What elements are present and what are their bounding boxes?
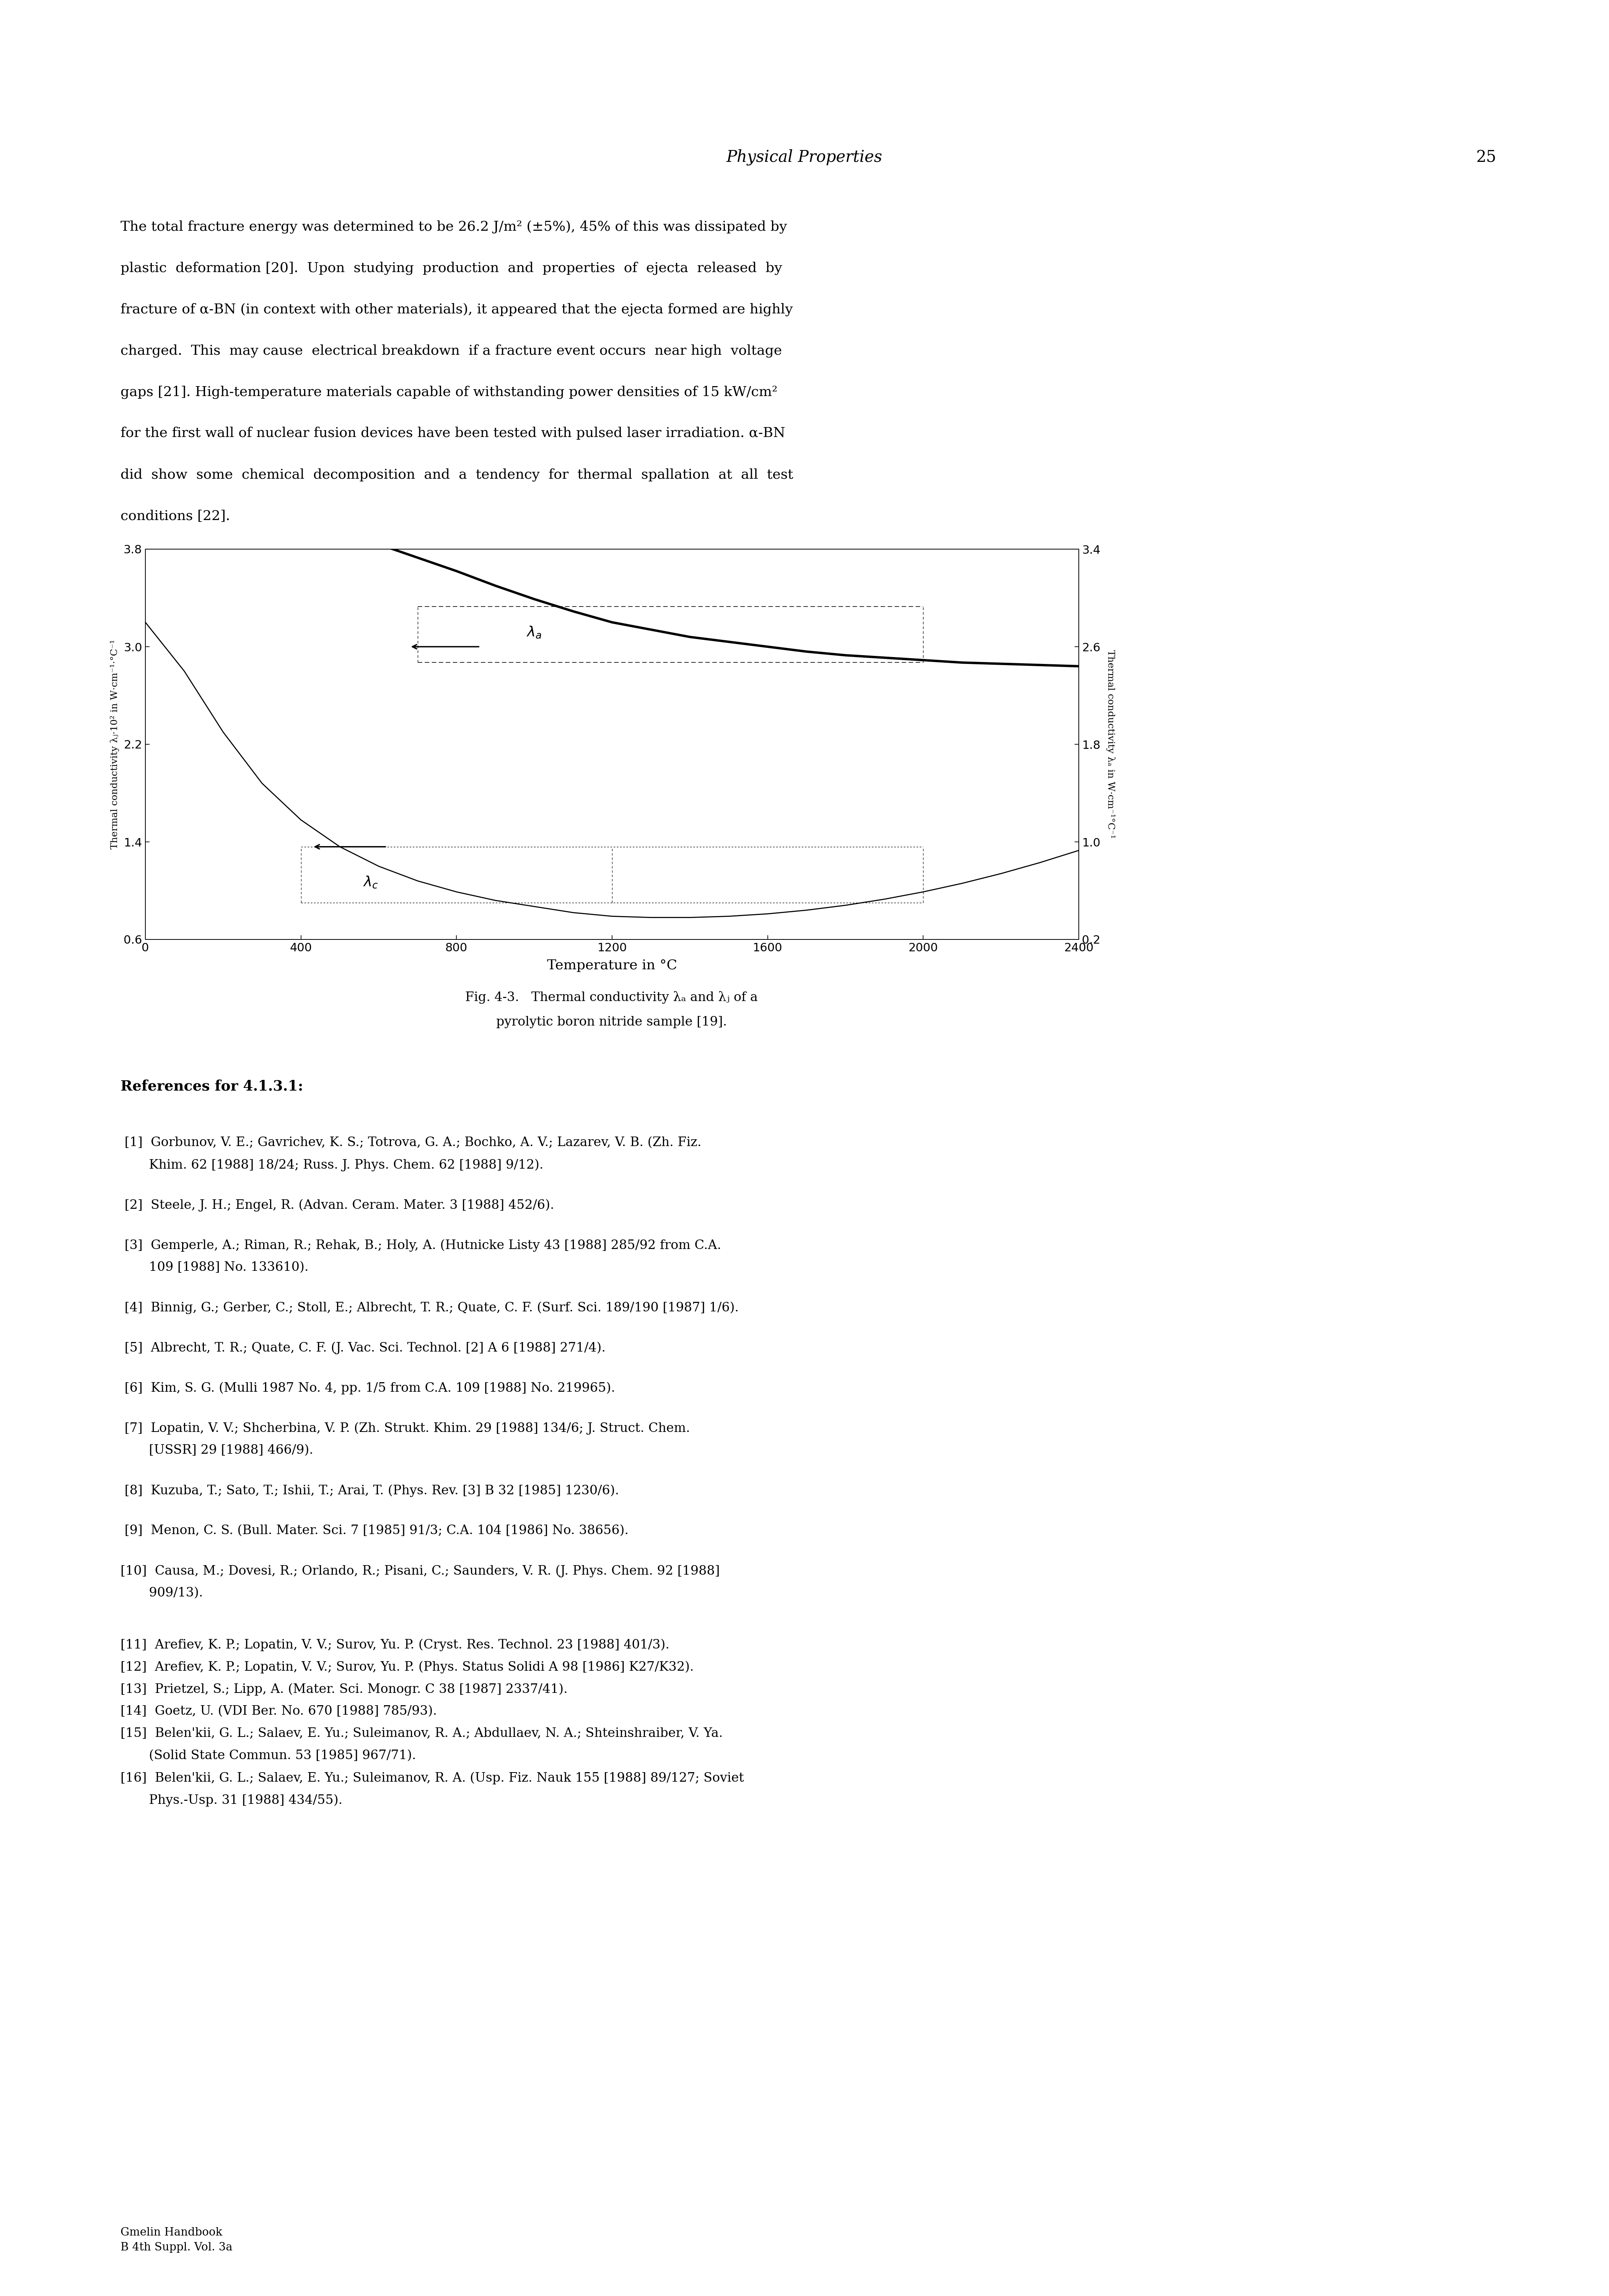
Text: did  show  some  chemical  decomposition  and  a  tendency  for  thermal  spalla: did show some chemical decomposition and… — [121, 468, 793, 482]
Text: pyrolytic boron nitride sample [19].: pyrolytic boron nitride sample [19]. — [496, 1015, 727, 1029]
Text: Khim. 62 [1988] 18/24; Russ. J. Phys. Chem. 62 [1988] 9/12).: Khim. 62 [1988] 18/24; Russ. J. Phys. Ch… — [121, 1159, 544, 1171]
Text: plastic  deformation [20].  Upon  studying  production  and  properties  of  eje: plastic deformation [20]. Upon studying … — [121, 262, 782, 276]
Text: (Solid State Commun. 53 [1985] 967/71).: (Solid State Commun. 53 [1985] 967/71). — [121, 1750, 417, 1761]
Text: [11]  Arefiev, K. P.; Lopatin, V. V.; Surov, Yu. P. (Cryst. Res. Technol. 23 [19: [11] Arefiev, K. P.; Lopatin, V. V.; Sur… — [121, 1639, 669, 1651]
Text: 25: 25 — [1475, 149, 1496, 165]
Text: Physical Properties: Physical Properties — [726, 149, 883, 165]
Text: charged.  This  may cause  electrical breakdown  if a fracture event occurs  nea: charged. This may cause electrical break… — [121, 344, 782, 358]
Text: [14]  Goetz, U. (VDI Ber. No. 670 [1988] 785/93).: [14] Goetz, U. (VDI Ber. No. 670 [1988] … — [121, 1706, 438, 1717]
X-axis label: Temperature in °C: Temperature in °C — [547, 960, 677, 971]
Text: [USSR] 29 [1988] 466/9).: [USSR] 29 [1988] 466/9). — [121, 1444, 314, 1456]
Text: Gmelin Handbook
B 4th Suppl. Vol. 3a: Gmelin Handbook B 4th Suppl. Vol. 3a — [121, 2227, 233, 2252]
Text: gaps [21]. High-temperature materials capable of withstanding power densities of: gaps [21]. High-temperature materials ca… — [121, 386, 777, 400]
Text: conditions [22].: conditions [22]. — [121, 510, 230, 523]
Text: [6]  Kim, S. G. (Mulli 1987 No. 4, pp. 1/5 from C.A. 109 [1988] No. 219965).: [6] Kim, S. G. (Mulli 1987 No. 4, pp. 1/… — [121, 1382, 615, 1394]
Text: [13]  Prietzel, S.; Lipp, A. (Mater. Sci. Monogr. C 38 [1987] 2337/41).: [13] Prietzel, S.; Lipp, A. (Mater. Sci.… — [121, 1683, 568, 1694]
Text: 909/13).: 909/13). — [121, 1587, 203, 1600]
Text: Phys.-Usp. 31 [1988] 434/55).: Phys.-Usp. 31 [1988] 434/55). — [121, 1793, 343, 1807]
Y-axis label: Thermal conductivity λⱼ·10² in W·cm⁻¹·°C⁻¹: Thermal conductivity λⱼ·10² in W·cm⁻¹·°C… — [109, 641, 119, 850]
Text: fracture of α-BN (in context with other materials), it appeared that the ejecta : fracture of α-BN (in context with other … — [121, 303, 793, 317]
Text: [3]  Gemperle, A.; Riman, R.; Rehak, B.; Holy, A. (Hutnicke Listy 43 [1988] 285/: [3] Gemperle, A.; Riman, R.; Rehak, B.; … — [121, 1240, 721, 1251]
Text: [15]  Belen'kii, G. L.; Salaev, E. Yu.; Suleimanov, R. A.; Abdullaev, N. A.; Sht: [15] Belen'kii, G. L.; Salaev, E. Yu.; S… — [121, 1727, 722, 1740]
Text: [12]  Arefiev, K. P.; Lopatin, V. V.; Surov, Yu. P. (Phys. Status Solidi A 98 [1: [12] Arefiev, K. P.; Lopatin, V. V.; Sur… — [121, 1660, 693, 1674]
Text: [16]  Belen'kii, G. L.; Salaev, E. Yu.; Suleimanov, R. A. (Usp. Fiz. Nauk 155 [1: [16] Belen'kii, G. L.; Salaev, E. Yu.; S… — [121, 1773, 745, 1784]
Y-axis label: Thermal conductivity λₐ in W·cm⁻¹°C⁻¹: Thermal conductivity λₐ in W·cm⁻¹°C⁻¹ — [1105, 650, 1115, 838]
Text: References for 4.1.3.1:: References for 4.1.3.1: — [121, 1079, 304, 1093]
Text: The total fracture energy was determined to be 26.2 J/m² (±5%), 45% of this was : The total fracture energy was determined… — [121, 220, 787, 234]
Text: for the first wall of nuclear fusion devices have been tested with pulsed laser : for the first wall of nuclear fusion dev… — [121, 427, 785, 441]
Text: 109 [1988] No. 133610).: 109 [1988] No. 133610). — [121, 1261, 309, 1274]
Text: [2]  Steele, J. H.; Engel, R. (Advan. Ceram. Mater. 3 [1988] 452/6).: [2] Steele, J. H.; Engel, R. (Advan. Cer… — [121, 1199, 555, 1212]
Text: [7]  Lopatin, V. V.; Shcherbina, V. P. (Zh. Strukt. Khim. 29 [1988] 134/6; J. St: [7] Lopatin, V. V.; Shcherbina, V. P. (Z… — [121, 1421, 690, 1435]
Text: [5]  Albrecht, T. R.; Quate, C. F. (J. Vac. Sci. Technol. [2] A 6 [1988] 271/4).: [5] Albrecht, T. R.; Quate, C. F. (J. Va… — [121, 1341, 605, 1355]
Text: [1]  Gorbunov, V. E.; Gavrichev, K. S.; Totrova, G. A.; Bochko, A. V.; Lazarev, : [1] Gorbunov, V. E.; Gavrichev, K. S.; T… — [121, 1137, 702, 1148]
Text: [10]  Causa, M.; Dovesi, R.; Orlando, R.; Pisani, C.; Saunders, V. R. (J. Phys. : [10] Causa, M.; Dovesi, R.; Orlando, R.;… — [121, 1566, 719, 1577]
Text: [9]  Menon, C. S. (Bull. Mater. Sci. 7 [1985] 91/3; C.A. 104 [1986] No. 38656).: [9] Menon, C. S. (Bull. Mater. Sci. 7 [1… — [121, 1525, 629, 1536]
Text: [4]  Binnig, G.; Gerber, C.; Stoll, E.; Albrecht, T. R.; Quate, C. F. (Surf. Sci: [4] Binnig, G.; Gerber, C.; Stoll, E.; A… — [121, 1302, 739, 1313]
Text: Fig. 4-3.   Thermal conductivity λₐ and λⱼ of a: Fig. 4-3. Thermal conductivity λₐ and λⱼ… — [465, 992, 758, 1003]
Text: $\lambda_c$: $\lambda_c$ — [364, 875, 378, 889]
Text: $\lambda_a$: $\lambda_a$ — [526, 625, 542, 638]
Text: [8]  Kuzuba, T.; Sato, T.; Ishii, T.; Arai, T. (Phys. Rev. [3] B 32 [1985] 1230/: [8] Kuzuba, T.; Sato, T.; Ishii, T.; Ara… — [121, 1486, 619, 1497]
